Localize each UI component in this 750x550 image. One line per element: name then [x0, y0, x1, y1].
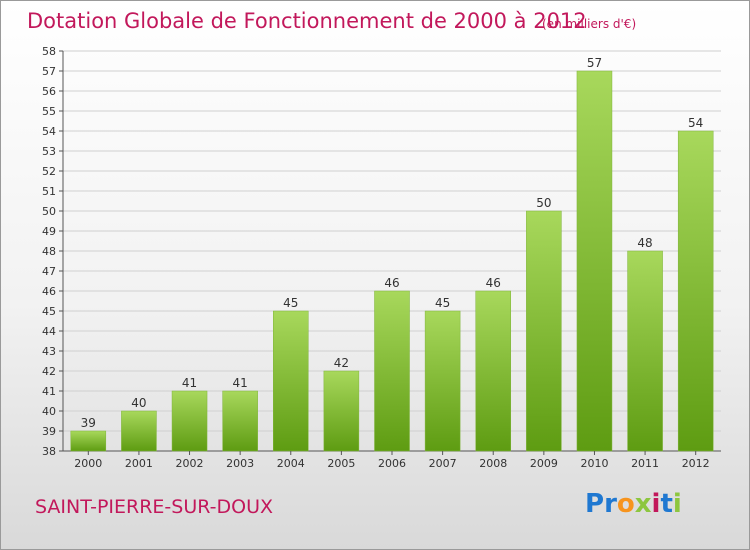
x-tick-label: 2002 — [176, 457, 204, 470]
bar — [273, 310, 309, 452]
x-tick-label: 2000 — [74, 457, 102, 470]
y-tick-label: 44 — [42, 325, 56, 338]
data-label: 48 — [637, 236, 652, 250]
logo-letter: x — [634, 489, 652, 519]
logo-letter: P — [585, 489, 605, 519]
x-tick-label: 2003 — [226, 457, 254, 470]
x-tick-label: 2005 — [327, 457, 355, 470]
bar — [424, 310, 461, 452]
bar — [475, 290, 511, 452]
y-tick-label: 41 — [42, 385, 56, 398]
chart-unit: (en milliers d'€) — [542, 17, 637, 31]
bar — [526, 210, 562, 452]
data-label: 45 — [435, 296, 450, 310]
x-tick-label: 2007 — [429, 457, 457, 470]
logo-letter: t — [660, 489, 673, 519]
data-label: 40 — [131, 396, 146, 410]
bar — [121, 410, 157, 452]
data-label: 42 — [334, 356, 349, 370]
bar — [627, 250, 663, 452]
y-tick-label: 51 — [42, 185, 56, 198]
y-tick-label: 43 — [42, 345, 56, 358]
y-tick-label: 38 — [42, 445, 56, 458]
y-tick-label: 42 — [42, 365, 56, 378]
y-tick-label: 56 — [42, 85, 56, 98]
data-label: 46 — [486, 276, 501, 290]
y-tick-label: 50 — [42, 205, 56, 218]
y-tick-label: 46 — [42, 285, 56, 298]
data-label: 39 — [81, 416, 96, 430]
y-tick-label: 39 — [42, 425, 56, 438]
commune-name: SAINT-PIERRE-SUR-DOUX — [35, 496, 274, 518]
x-tick-label: 2011 — [631, 457, 659, 470]
y-tick-label: 52 — [42, 165, 56, 178]
y-tick-label: 48 — [42, 245, 56, 258]
x-tick-label: 2004 — [277, 457, 305, 470]
data-label: 50 — [536, 196, 551, 210]
y-tick-label: 45 — [42, 305, 56, 318]
y-tick-label: 54 — [42, 125, 56, 138]
logo-letter: o — [616, 489, 635, 519]
proxiti-logo: Proxiti — [585, 489, 682, 519]
y-tick-label: 49 — [42, 225, 56, 238]
x-tick-label: 2006 — [378, 457, 406, 470]
bar — [70, 430, 107, 452]
chart-title: Dotation Globale de Fonctionnement de 20… — [27, 9, 587, 33]
bar — [323, 370, 360, 452]
data-label: 54 — [688, 116, 703, 130]
data-label: 45 — [283, 296, 298, 310]
bar — [374, 290, 410, 452]
bar — [576, 70, 613, 452]
x-tick-label: 2008 — [479, 457, 507, 470]
bar — [677, 130, 714, 452]
x-tick-label: 2001 — [125, 457, 153, 470]
data-label: 41 — [182, 376, 197, 390]
y-tick-label: 58 — [42, 45, 56, 58]
y-tick-label: 40 — [42, 405, 56, 418]
y-tick-label: 55 — [42, 105, 56, 118]
data-label: 41 — [233, 376, 248, 390]
logo-letter: i — [672, 489, 682, 519]
x-tick-label: 2012 — [682, 457, 710, 470]
data-label: 57 — [587, 56, 602, 70]
logo-letter: r — [604, 489, 617, 519]
x-tick-label: 2010 — [580, 457, 608, 470]
x-tick-label: 2009 — [530, 457, 558, 470]
bar — [171, 390, 208, 452]
logo-letter: i — [651, 489, 661, 519]
data-label: 46 — [384, 276, 399, 290]
y-tick-label: 57 — [42, 65, 56, 78]
y-tick-label: 47 — [42, 265, 56, 278]
bar — [222, 390, 258, 452]
y-tick-label: 53 — [42, 145, 56, 158]
